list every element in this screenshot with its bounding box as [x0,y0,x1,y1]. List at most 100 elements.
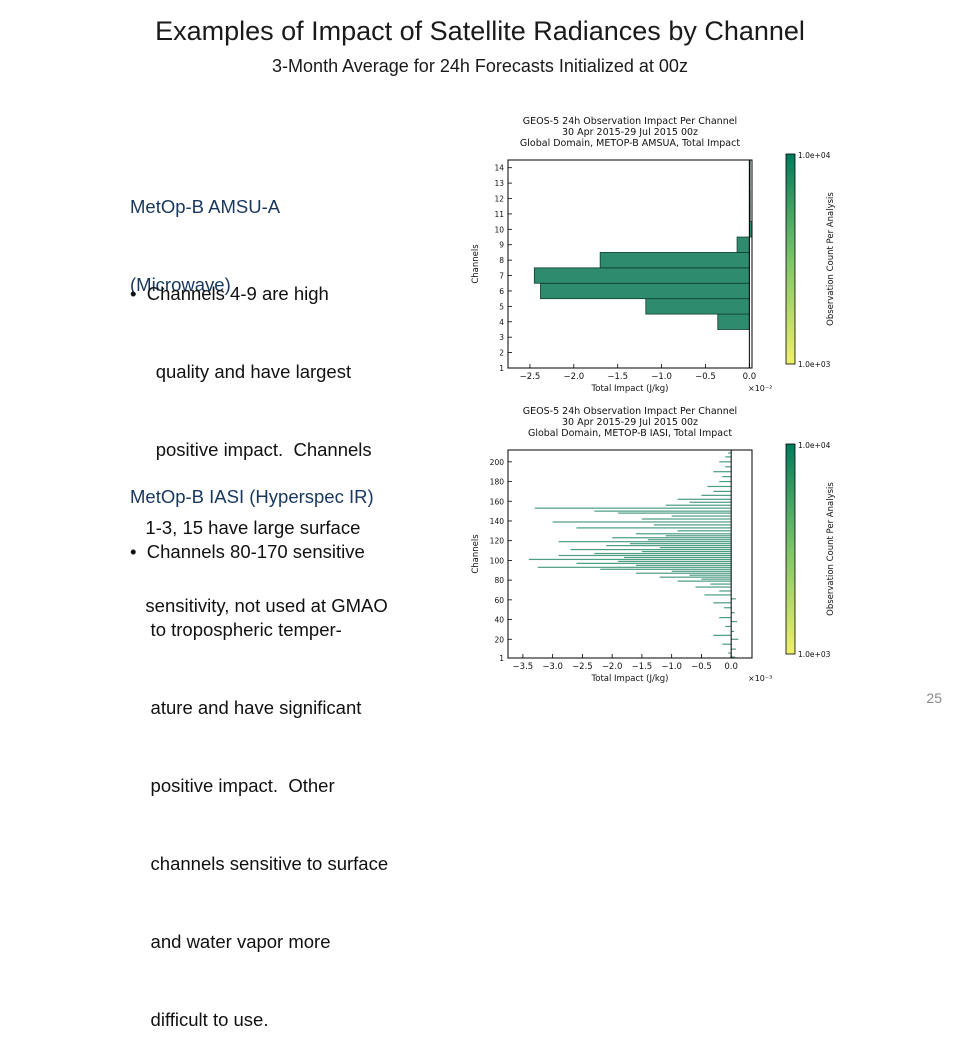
amsua-bullet-line: • Channels 4-9 are high [130,283,329,304]
impact-bar [671,515,732,517]
y-tick-label: 80 [494,576,504,585]
y-tick-label: 40 [494,616,504,625]
colorbar-min-label: 1.0e+03 [798,360,831,369]
iasi-impact-chart: GEOS-5 24h Observation Impact Per Channe… [471,406,836,684]
y-tick-label: 20 [494,635,504,644]
y-tick-label: 60 [494,596,504,605]
colorbar [785,153,796,365]
x-axis-label: Total Impact (J/kg) [591,674,669,684]
amsua-bullet: • Channels 4-9 are high quality and have… [130,229,388,645]
y-tick-label: 100 [490,556,505,565]
impact-bar [635,564,732,566]
x-tick-label: −3.0 [542,662,563,672]
impact-bar [618,512,732,514]
x-tick-label: −2.0 [602,662,623,672]
y-axis-label: Channels [471,244,481,284]
impact-bar [534,507,732,509]
iasi-bullet-line: to tropospheric temper- [130,619,342,640]
impact-bar [731,630,735,632]
impact-bar [540,282,750,300]
impact-bar [713,490,732,493]
slide-title: Examples of Impact of Satellite Radiance… [155,16,805,46]
y-tick-label: 2 [499,349,504,358]
impact-bar [731,598,736,600]
chart-title-line: 30 Apr 2015-29 Jul 2015 00z [562,127,698,138]
y-tick-label: 120 [490,537,505,546]
x-tick-label: 0.0 [743,372,757,382]
y-tick-label: 160 [490,497,505,506]
colorbar-max-label: 1.0e+04 [798,151,831,160]
iasi-heading: MetOp-B IASI (Hyperspec IR) [130,432,374,536]
impact-bar [736,236,750,253]
colorbar-min-label: 1.0e+03 [798,650,831,659]
x-tick-label: 0.0 [724,662,738,672]
y-tick-label: 140 [490,517,505,526]
impact-bar [677,498,732,500]
colorbar [785,443,796,655]
y-tick-label: 9 [499,241,504,250]
x-tick-label: −1.0 [651,372,672,382]
colorbar-label: Observation Count Per Analysis [826,192,836,326]
y-tick-label: 4 [499,318,504,327]
impact-bar [677,580,732,582]
impact-bar [533,267,750,284]
impact-bar [606,545,732,547]
y-tick-label: 8 [499,256,504,265]
impact-bar [635,572,732,574]
x-multiplier-label: ×10⁻² [748,384,772,393]
amsua-bullet-line: 1-3, 15 have large surface [130,517,361,538]
impact-bar [630,543,732,545]
impact-bar [695,586,732,588]
impact-bar [677,530,732,532]
impact-bar [528,558,732,561]
impact-bar [624,556,732,559]
chart-title-line: GEOS-5 24h Observation Impact Per Channe… [523,116,737,127]
chart-title-line: Global Domain, METOP-B AMSUA, Total Impa… [520,138,740,149]
x-tick-label: −3.5 [513,662,534,672]
impact-bar [641,550,732,553]
amsua-heading: MetOp-B AMSU-A (Microwave) [130,142,280,324]
y-tick-label: 11 [494,210,504,219]
x-tick-label: −2.5 [520,372,541,382]
impact-bar [537,566,732,568]
impact-bar [665,504,732,506]
impact-bar [594,552,732,555]
impact-bar [725,625,732,628]
impact-bar [659,576,732,578]
x-tick-label: −2.0 [564,372,585,382]
colorbar-label: Observation Count Per Analysis [826,482,836,616]
amsua-heading-line: (Microwave) [130,274,231,295]
iasi-bullet-line: positive impact. Other [130,775,335,796]
impact-bar [701,494,732,496]
impact-bar [653,524,732,526]
impact-bar [728,652,732,654]
impact-bar [558,554,732,557]
impact-bar [635,533,732,535]
iasi-bullet: • Channels 80-170 sensitive to troposphe… [130,487,388,1059]
plot-frame [507,159,753,369]
y-tick-label: 7 [499,272,504,281]
page-number: 25 [926,690,942,706]
impact-bar [713,634,732,636]
impact-bar [701,578,732,580]
impact-bar [719,616,732,619]
x-tick-label: −1.5 [632,662,653,672]
x-multiplier-label: ×10⁻³ [748,674,772,683]
impact-bar [689,574,732,576]
x-tick-label: −2.5 [572,662,593,672]
impact-bar [719,480,732,483]
y-tick-label: 12 [494,195,504,204]
iasi-heading-line: MetOp-B IASI (Hyperspec IR) [130,486,374,507]
impact-bar [594,510,732,512]
impact-bar [725,456,732,458]
impact-bar [618,560,732,563]
impact-bar [570,548,732,551]
y-tick-label: 10 [494,225,504,234]
amsua-bullet-line: quality and have largest [130,361,352,382]
plot-frame [507,449,753,659]
impact-bar [641,518,732,520]
x-axis-label: Total Impact (J/kg) [591,384,669,394]
impact-bar [731,638,739,640]
impact-bar [731,612,735,614]
x-tick-label: −0.5 [695,372,716,382]
